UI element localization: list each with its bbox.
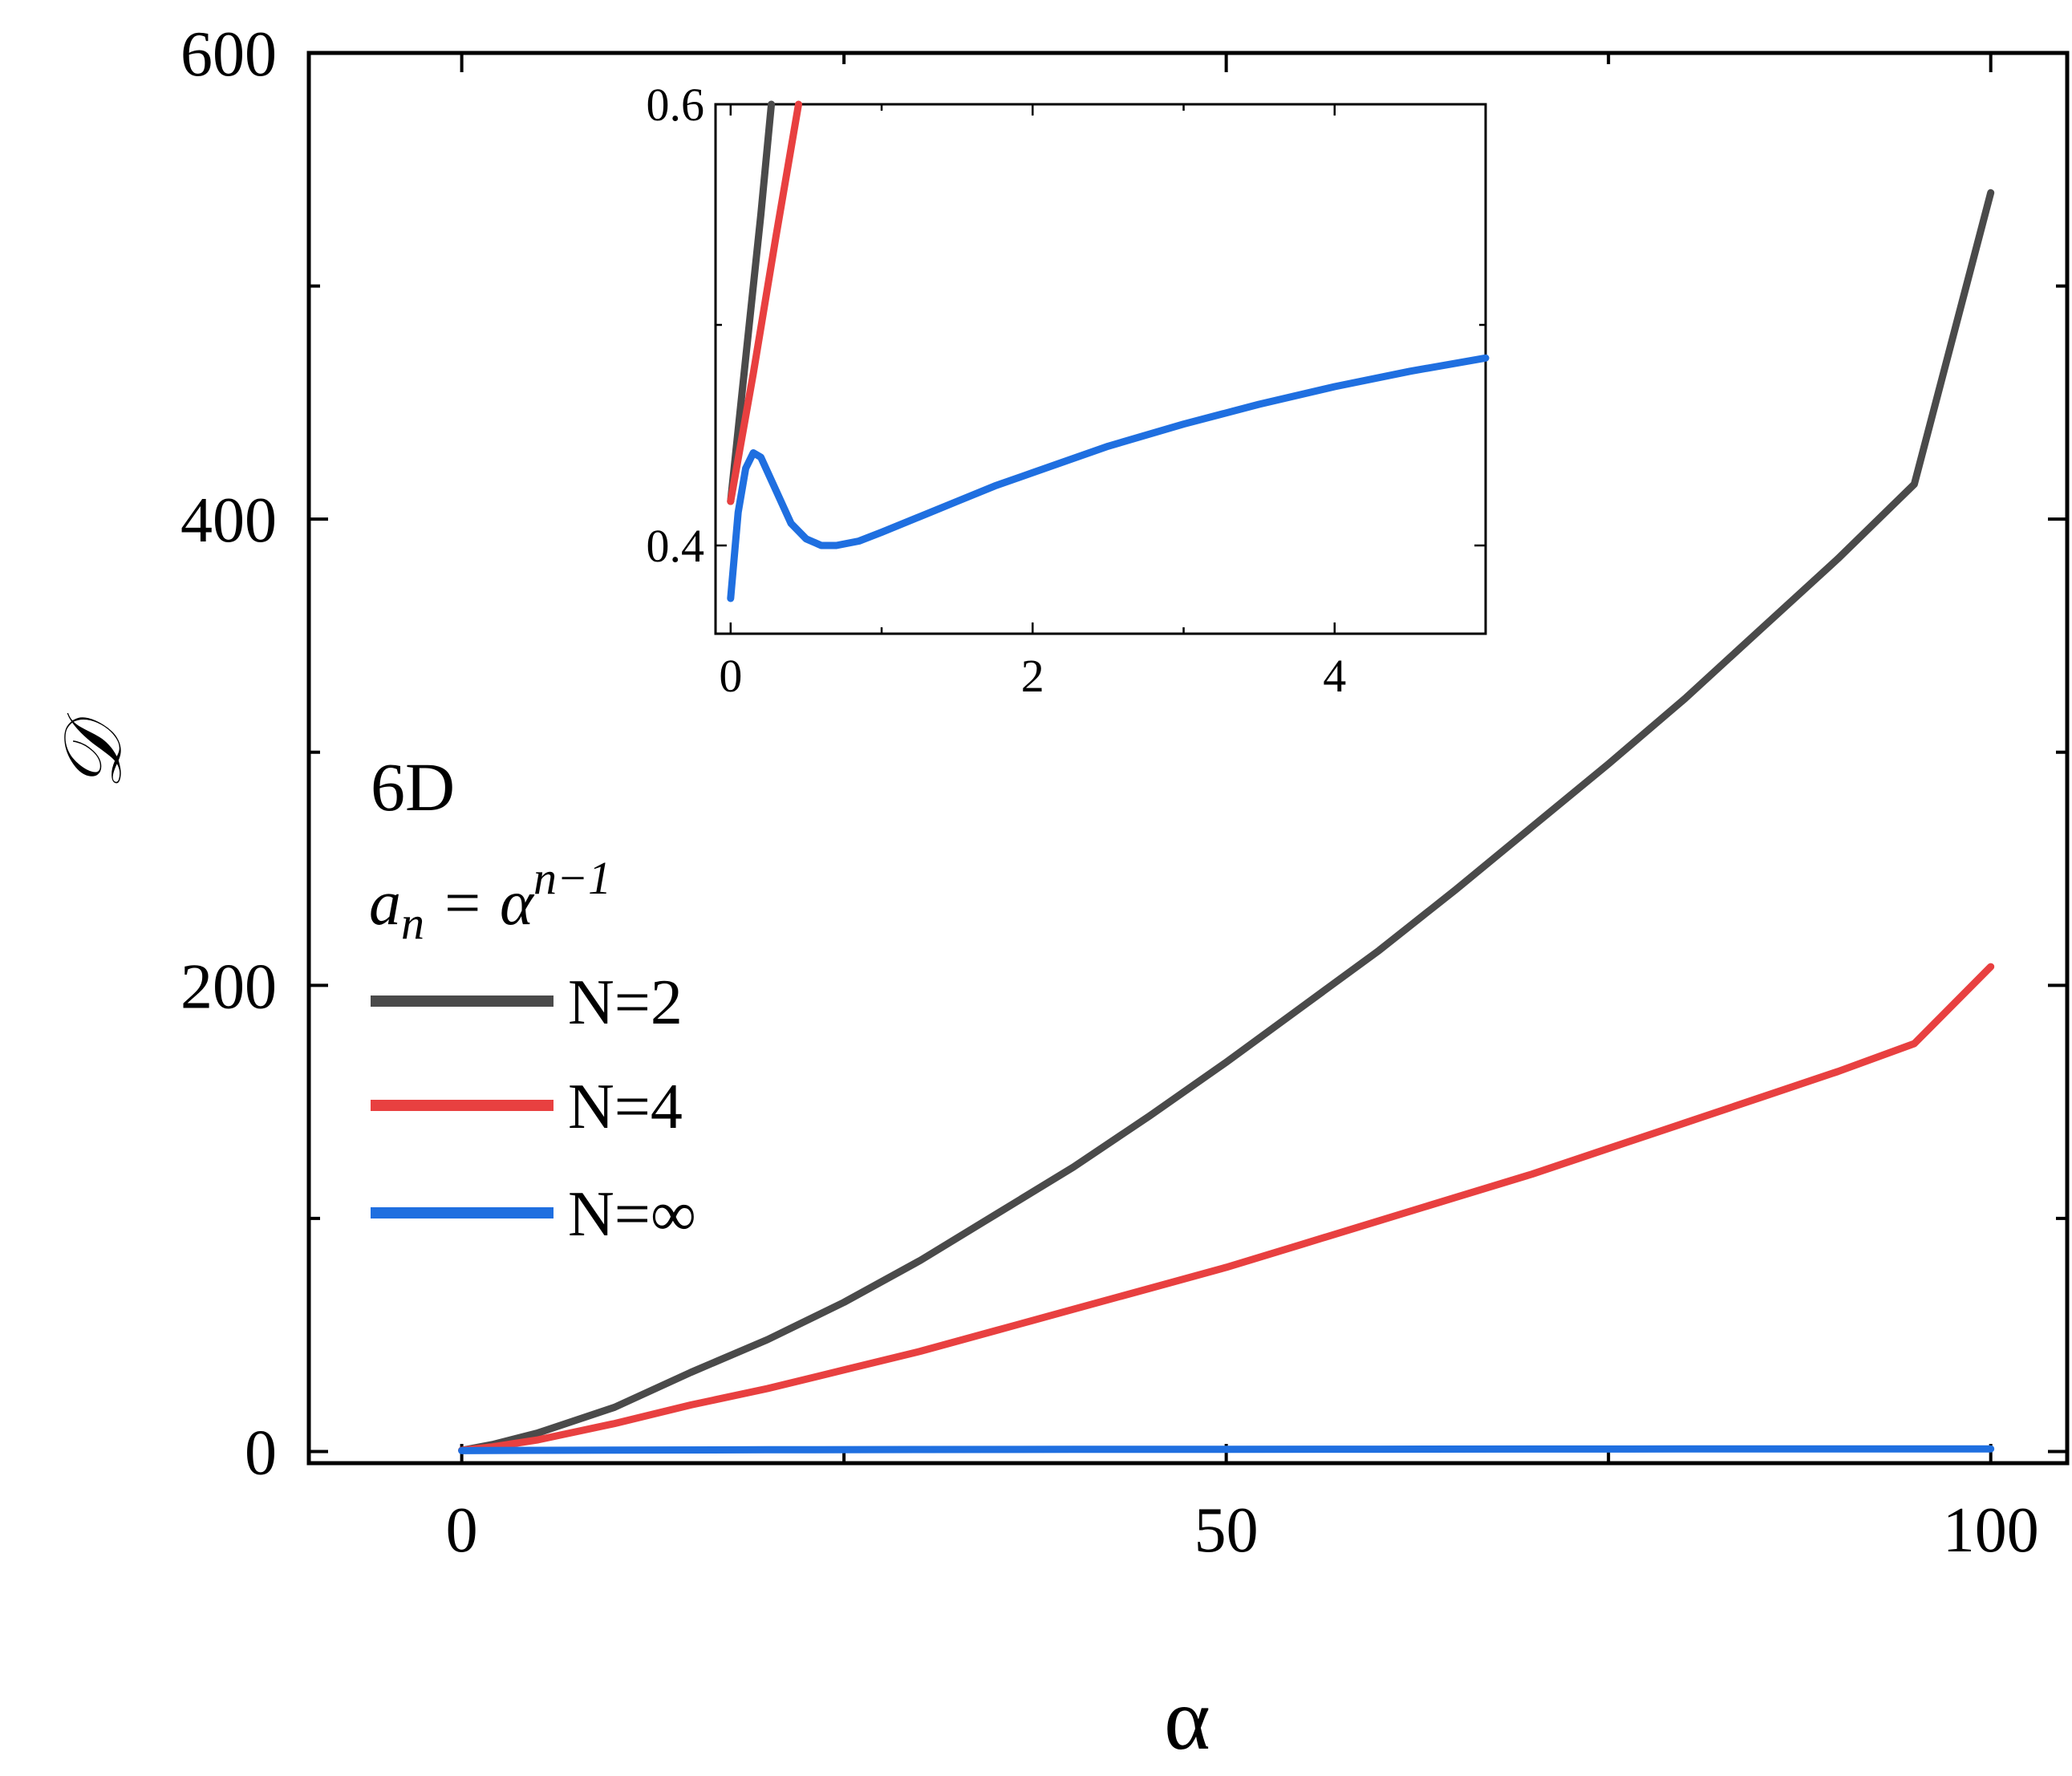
legend-entry-ninf: N=∞ — [371, 1179, 696, 1250]
legend-label-n4: N=4 — [568, 1072, 683, 1142]
legend-entry-n4: N=4 — [371, 1072, 683, 1142]
inset-plot-frame — [714, 103, 1487, 635]
inset-background — [716, 104, 1486, 634]
x-axis-title: α — [1164, 1670, 1210, 1768]
inset-series-2 — [727, 354, 1490, 602]
inset-tick-labels: 0 2 4 0.4 0.6 — [647, 79, 1347, 702]
inset-x-tick-label: 0 — [719, 650, 742, 702]
x-tick-label: 50 — [1194, 1495, 1259, 1566]
inset-series-1 — [727, 100, 802, 505]
main-series-2 — [458, 1445, 1995, 1454]
formula-annotation: an = αn−1 — [369, 852, 611, 949]
y-tick-label: 400 — [180, 485, 277, 556]
y-tick-label: 0 — [245, 1417, 277, 1488]
formula-subscript: n — [401, 897, 424, 949]
x-tick-label: 100 — [1943, 1495, 2039, 1566]
legend: N=2 N=4 N=∞ — [371, 967, 696, 1250]
main-tick-labels: 0 50 100 0 200 400 600 — [180, 19, 2039, 1566]
inset-ticks — [716, 103, 1487, 634]
main-plot: 0 50 100 0 200 400 600 — [180, 19, 2070, 1566]
legend-entry-n2: N=2 — [371, 967, 683, 1038]
inset-y-tick-label: 0.4 — [647, 520, 705, 572]
formula-superscript: n−1 — [533, 852, 611, 904]
x-tick-label: 0 — [446, 1495, 478, 1566]
inset-series-0 — [727, 100, 776, 505]
dimension-annotation: 6D — [371, 748, 455, 825]
main-series-1 — [458, 963, 1995, 1454]
y-tick-label: 200 — [180, 951, 277, 1022]
main-series — [458, 189, 1995, 1454]
legend-label-n2: N=2 — [568, 967, 683, 1038]
main-plot-frame — [306, 51, 2070, 1466]
inset-x-tick-label: 2 — [1021, 650, 1044, 702]
y-axis-title: 𝒟 — [49, 712, 138, 790]
inset-plot: 0 2 4 0.4 0.6 — [647, 79, 1490, 702]
formula-equals-alpha: = α — [424, 868, 535, 939]
inset-y-tick-label: 0.6 — [647, 79, 705, 131]
legend-label-ninf: N=∞ — [568, 1179, 696, 1250]
inset-x-tick-label: 4 — [1323, 650, 1346, 702]
y-tick-label: 600 — [180, 19, 277, 90]
inset-series — [727, 100, 1490, 602]
main-series-0 — [458, 189, 1995, 1454]
formula-base: a — [369, 868, 401, 939]
